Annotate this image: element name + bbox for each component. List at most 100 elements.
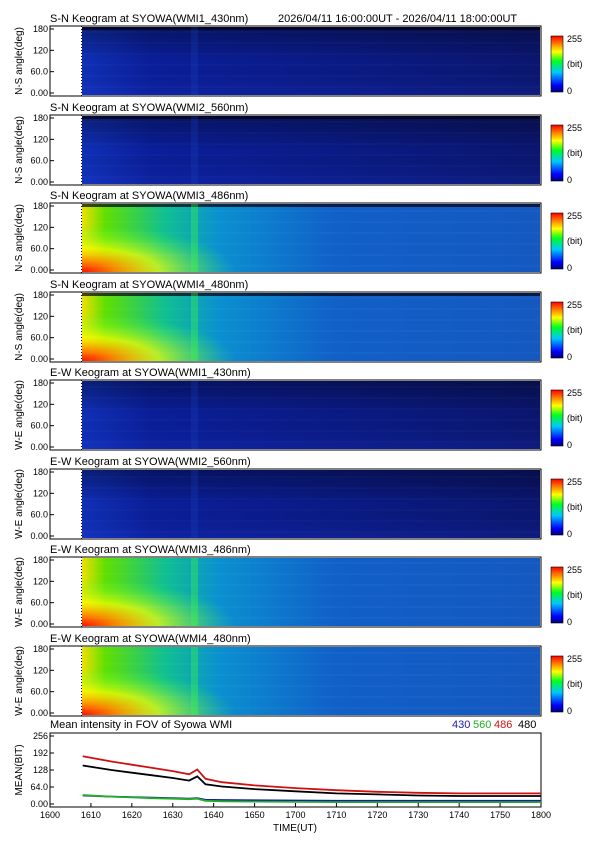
y-tick-label: 0.00 (30, 531, 48, 541)
data-gap (51, 558, 82, 626)
panel-ylabel: N-S angle(deg) (14, 204, 25, 272)
colorbar-min-label: 0 (567, 263, 572, 273)
keogram-edge-band (82, 27, 540, 30)
y-tick-label: 0.00 (30, 265, 48, 275)
panel-ylabel: W-E angle(deg) (14, 557, 25, 627)
keogram-panel: S-N Keogram at SYOWA(WMI2_560nm)180 120 60… (14, 102, 583, 187)
y-tick-label: 0.00 (30, 354, 48, 364)
y-tick-label: 120 (33, 665, 48, 675)
colorbar-min-label: 0 (567, 617, 572, 627)
colorbar (550, 301, 564, 359)
colorbar-unit-label: (bit) (567, 236, 583, 246)
colorbar (550, 566, 564, 624)
y-tick-label: 192 (33, 748, 48, 758)
x-tick-label: 1740 (449, 810, 469, 820)
data-gap (51, 27, 82, 95)
panel-title: S-N Keogram at SYOWA(WMI3_486nm) (50, 190, 248, 202)
panel-title: S-N Keogram at SYOWA(WMI4_480nm) (50, 279, 248, 291)
data-gap (51, 204, 82, 272)
x-tick-label: 1650 (245, 810, 265, 820)
colorbar-max-label: 255 (567, 34, 582, 44)
x-tick-label: 1710 (326, 810, 346, 820)
y-tick-label: 60.0 (30, 598, 48, 608)
colorbar-max-label: 255 (567, 123, 582, 133)
keogram-panel: E-W Keogram at SYOWA(WMI3_486nm)180 120 60… (14, 544, 583, 629)
colorbar (550, 389, 564, 447)
y-tick-label: 60.0 (30, 333, 48, 343)
colorbar-unit-label: (bit) (567, 502, 583, 512)
keogram-panel: E-W Keogram at SYOWA(WMI1_430nm)180 120 60… (14, 367, 583, 452)
y-tick-label: 64.0 (30, 782, 48, 792)
keogram-edge-band (82, 293, 540, 296)
panel-title: E-W Keogram at SYOWA(WMI3_486nm) (50, 544, 251, 556)
y-tick-label: 180 (33, 290, 48, 300)
colorbar-unit-label: (bit) (567, 148, 583, 158)
panel-ylabel: W-E angle(deg) (14, 646, 25, 716)
colorbar-unit-label: (bit) (567, 590, 583, 600)
panel-title: E-W Keogram at SYOWA(WMI1_430nm) (50, 367, 251, 379)
colorbar-min-label: 0 (567, 529, 572, 539)
data-gap (51, 381, 82, 449)
colorbar-max-label: 255 (567, 477, 582, 487)
legend-entry-560: 560 (473, 719, 491, 731)
x-tick-label: 1620 (122, 810, 142, 820)
chart-frame (49, 732, 542, 808)
keogram-panel: S-N Keogram at SYOWA(WMI1_430nm) 2026/04/… (14, 13, 583, 98)
data-gap (51, 647, 82, 715)
keogram-event-stripe (191, 27, 198, 95)
y-tick-label: 120 (33, 222, 48, 232)
keogram-dawn-glow (82, 647, 302, 715)
y-tick-label: 180 (33, 644, 48, 654)
keogram-event-stripe (191, 558, 198, 626)
colorbar-min-label: 0 (567, 706, 572, 716)
keogram-edge-band (82, 116, 540, 119)
colorbar-min-label: 0 (567, 440, 572, 450)
y-tick-label: 120 (33, 134, 48, 144)
keogram-event-stripe (191, 116, 198, 184)
y-tick-label: 256 (33, 731, 48, 741)
keogram-edge-band (82, 204, 540, 207)
colorbar-max-label: 255 (567, 565, 582, 575)
y-tick-label: 60.0 (30, 687, 48, 697)
keogram-panel: S-N Keogram at SYOWA(WMI3_486nm)180 120 60… (14, 190, 583, 275)
x-tick-label: 1640 (204, 810, 224, 820)
keogram-event-stripe (191, 647, 198, 715)
colorbar (550, 124, 564, 182)
x-axis-label: TIME(UT) (273, 823, 317, 834)
y-tick-label: 0.00 (30, 88, 48, 98)
panel-title: S-N Keogram at SYOWA(WMI2_560nm) (50, 102, 248, 114)
panel-ylabel: W-E angle(deg) (14, 469, 25, 539)
series-line-486 (82, 755, 541, 795)
y-tick-label: 60.0 (30, 67, 48, 77)
legend-entry-430: 430 (452, 719, 470, 731)
x-tick-label: 1800 (531, 810, 551, 820)
colorbar-min-label: 0 (567, 352, 572, 362)
colorbar-unit-label: (bit) (567, 679, 583, 689)
y-tick-label: 120 (33, 399, 48, 409)
panel-title: S-N Keogram at SYOWA(WMI1_430nm) (50, 13, 248, 25)
y-tick-label: 60.0 (30, 156, 48, 166)
colorbar-min-label: 0 (567, 175, 572, 185)
y-tick-label: 120 (33, 488, 48, 498)
colorbar-max-label: 255 (567, 211, 582, 221)
y-tick-label: 180 (33, 201, 48, 211)
y-tick-label: 0.00 (30, 442, 48, 452)
keogram-event-stripe (191, 470, 198, 538)
colorbar-max-label: 255 (567, 300, 582, 310)
y-tick-label: 0.00 (30, 799, 48, 809)
colorbar-unit-label: (bit) (567, 59, 583, 69)
y-tick-label: 180 (33, 113, 48, 123)
colorbar-max-label: 255 (567, 388, 582, 398)
panel-ylabel: N-S angle(deg) (14, 116, 25, 184)
y-tick-label: 120 (33, 311, 48, 321)
colorbar-min-label: 0 (567, 86, 572, 96)
x-tick-label: 1750 (490, 810, 510, 820)
colorbar (550, 212, 564, 270)
keogram-dawn-glow (82, 293, 302, 361)
y-tick-label: 180 (33, 378, 48, 388)
panel-title: E-W Keogram at SYOWA(WMI4_480nm) (50, 633, 251, 645)
y-tick-label: 60.0 (30, 421, 48, 431)
keogram-event-stripe (191, 204, 198, 272)
keogram-shading (82, 27, 540, 95)
data-gap (51, 116, 82, 184)
